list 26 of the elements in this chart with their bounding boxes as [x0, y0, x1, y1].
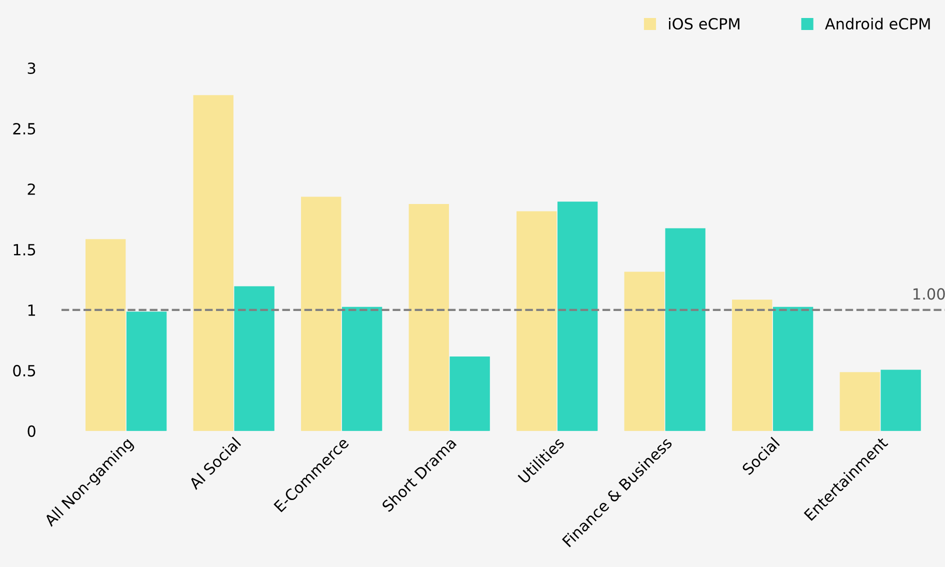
bar [624, 272, 664, 431]
legend-label: iOS eCPM [668, 18, 740, 30]
bar [732, 300, 772, 431]
bar [408, 204, 449, 431]
y-tick-label: 0 [28, 425, 36, 437]
y-tick-label: 2.5 [13, 122, 36, 135]
y-tick-label: 3 [28, 62, 36, 74]
bar [126, 312, 167, 431]
y-tick-label: 1.5 [14, 244, 36, 256]
bar [342, 306, 382, 431]
y-tick-label: 0.5 [13, 364, 36, 376]
bar [665, 228, 706, 431]
bar [772, 306, 814, 431]
bar [193, 95, 234, 431]
y-tick-label: 2 [28, 183, 35, 195]
bar [301, 196, 342, 431]
bar [516, 211, 557, 431]
ref-line-label: 1.00 [914, 288, 945, 300]
bar [880, 370, 921, 431]
bar [234, 286, 274, 431]
bar [450, 356, 490, 431]
bar [840, 372, 880, 431]
legend-label: Android eCPM [824, 18, 930, 30]
y-tick-label: 1 [28, 304, 36, 316]
bar [557, 202, 598, 431]
bar [86, 239, 126, 431]
